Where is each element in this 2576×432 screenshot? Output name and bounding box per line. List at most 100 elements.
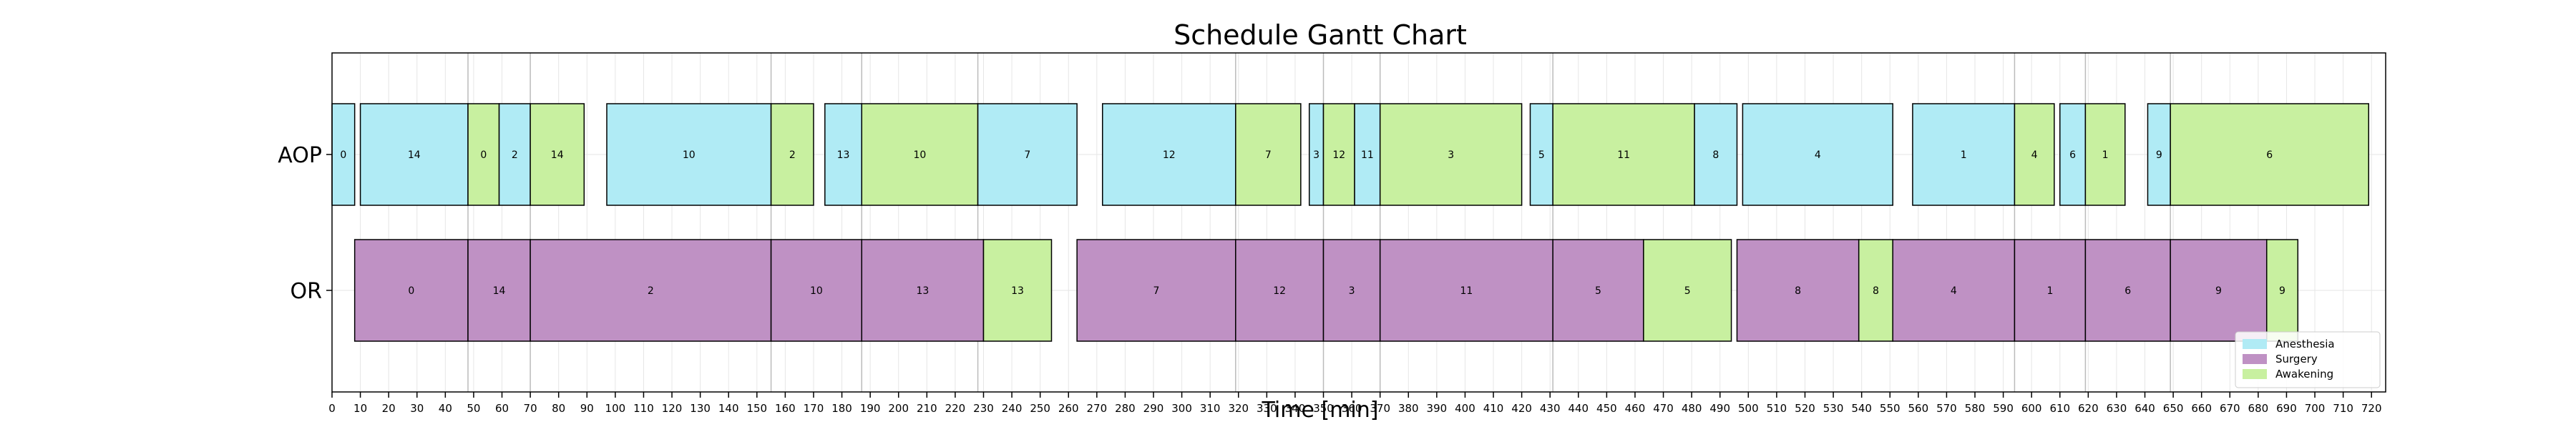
gantt-bar-label: 0 [480,149,487,161]
gantt-bar-surgery [1736,239,1860,342]
gantt-bar-surgery [861,239,985,342]
y-axis: AOP OR [278,143,332,304]
x-tick-label: 580 [1965,402,1986,415]
x-tick-label: 210 [917,402,937,415]
legend-swatch-awakening [2243,369,2267,379]
x-tick-label: 550 [1880,402,1901,415]
gantt-bar-anesthesia [606,103,772,206]
legend-label: Awakening [2275,368,2333,381]
x-tick-label: 500 [1738,402,1759,415]
x-tick-label: 690 [2276,402,2297,415]
gantt-bar-surgery [2084,239,2171,342]
gantt-bar-label: 4 [1815,149,1821,161]
x-tick-label: 540 [1851,402,1872,415]
gantt-bar-label: 14 [408,149,421,161]
gantt-bar-label: 10 [810,285,823,297]
task-labels: 0 14 0 2 14 10 2 13 10 7 12 7 3 12 11 3 5 11 8 4 1 4 6 1 9 60 14 2 1… [340,149,2285,297]
gantt-bar-label: 7 [1153,285,1159,297]
x-tick-label: 160 [775,402,796,415]
x-tick-label: 360 [1342,402,1362,415]
gantt-bar-label: 3 [1349,285,1355,297]
gantt-bar-label: 0 [408,285,414,297]
gantt-bar-surgery [467,239,531,342]
gantt-bar-awakening [2084,103,2126,206]
y-tick-label: OR [291,279,322,304]
gantt-bar-awakening [2170,103,2369,206]
x-tick-label: 700 [2305,402,2326,415]
x-tick-label: 430 [1540,402,1561,415]
gantt-bar-surgery [1892,239,2016,342]
x-tick-label: 120 [662,402,683,415]
x-tick-label: 670 [2220,402,2240,415]
gantt-bar-surgery [1552,239,1644,342]
x-tick-label: 10 [353,402,367,415]
x-tick-label: 470 [1653,402,1674,415]
gantt-bar-anesthesia [1912,103,2016,206]
gantt-bar-label: 9 [2279,285,2285,297]
x-tick-label: 720 [2361,402,2382,415]
x-tick-label: 290 [1143,402,1164,415]
x-tick-label: 380 [1398,402,1419,415]
gantt-bar-label: 3 [1313,149,1319,161]
x-tick-label: 110 [633,402,654,415]
x-tick-label: 510 [1767,402,1787,415]
gantt-bar-awakening [467,103,500,206]
gantt-bar-label: 4 [2031,149,2038,161]
x-tick-label: 460 [1625,402,1646,415]
x-tick-label: 620 [2078,402,2099,415]
x-tick-label: 60 [495,402,509,415]
gantt-bar-surgery [1322,239,1381,342]
x-tick-label: 600 [2021,402,2042,415]
x-tick-label: 270 [1087,402,1108,415]
gantt-bar-anesthesia [1354,103,1381,206]
x-tick-label: 440 [1568,402,1589,415]
gantt-bar-surgery [1235,239,1324,342]
gantt-bar-label: 6 [2124,285,2131,297]
gantt-bar-label: 12 [1273,285,1286,297]
gantt-bar-label: 2 [789,149,796,161]
gantt-bar-anesthesia [824,103,863,206]
gantt-bar-label: 5 [1684,285,1691,297]
gantt-bar-label: 13 [1011,285,1024,297]
chart-title: Schedule Gantt Chart [1174,19,1467,51]
x-tick-label: 310 [1200,402,1221,415]
gantt-bar-label: 11 [1617,149,1630,161]
gantt-bar-anesthesia [1694,103,1738,206]
x-tick-label: 610 [2049,402,2070,415]
gantt-bar-label: 12 [1163,149,1176,161]
x-axis-label: Time [min] [1262,398,1379,423]
x-tick-label: 90 [580,402,594,415]
gantt-bar-label: 2 [512,149,518,161]
x-tick-label: 490 [1709,402,1730,415]
gantt-bar-anesthesia [359,103,469,206]
gantt-bar-awakening [861,103,979,206]
gantt-bar-awakening [770,103,814,206]
gantt-bar-anesthesia [331,103,356,206]
gantt-bar-label: 1 [2046,285,2053,297]
x-tick-label: 650 [2163,402,2184,415]
x-tick-label: 680 [2248,402,2269,415]
legend-swatch-surgery [2243,354,2267,364]
x-tick-label: 370 [1370,402,1390,415]
x-tick-label: 220 [945,402,966,415]
gantt-bar-anesthesia [498,103,531,206]
gantt-bar-label: 3 [1448,149,1454,161]
x-tick-label: 190 [860,402,881,415]
x-tick-label: 400 [1455,402,1475,415]
x-tick-label: 560 [1908,402,1929,415]
x-tick-label: 330 [1257,402,1277,415]
legend-swatch-anesthesia [2243,339,2267,349]
x-tick-label: 710 [2333,402,2353,415]
gantt-bar-awakening [530,103,585,206]
gantt-bar-label: 13 [837,149,850,161]
gantt-bar-label: 9 [2156,149,2162,161]
x-tick-label: 40 [439,402,452,415]
gantt-bar-surgery [2170,239,2268,342]
gantt-bar-surgery [770,239,863,342]
x-tick-label: 150 [746,402,767,415]
gantt-bar-anesthesia [977,103,1078,206]
gantt-bar-awakening [1643,239,1732,342]
x-tick-label: 30 [410,402,424,415]
gantt-bar-awakening [1379,103,1523,206]
